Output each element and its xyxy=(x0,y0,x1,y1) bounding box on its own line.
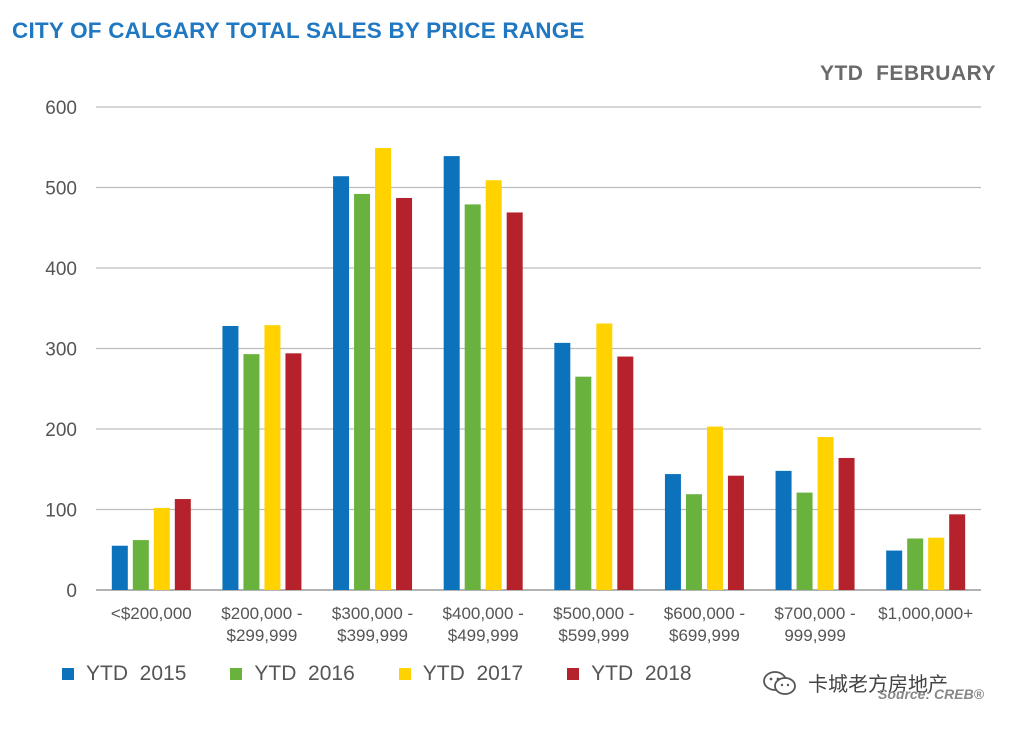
bar-1-series-1 xyxy=(111,545,128,590)
watermark: 卡城老方房地产 xyxy=(762,668,948,697)
bar-5-series-2 xyxy=(575,376,592,590)
chart-title: CITY OF CALGARY TOTAL SALES BY PRICE RAN… xyxy=(12,18,585,43)
bar-8-series-2 xyxy=(907,538,924,590)
x-tick-label: $200,000 - xyxy=(221,604,302,623)
x-tick-label: $399,999 xyxy=(337,626,408,645)
bar-layer xyxy=(111,148,966,591)
y-tick-label: 400 xyxy=(45,259,77,280)
legend-label: YTD 2018 xyxy=(591,662,692,685)
y-tick-label: 500 xyxy=(45,179,77,200)
x-tick-label: $400,000 - xyxy=(443,604,524,623)
bar-3-series-2 xyxy=(354,193,371,590)
legend-swatch xyxy=(230,668,243,680)
bar-4-series-2 xyxy=(464,204,481,590)
bar-4-series-1 xyxy=(443,156,460,591)
x-tick-label: $299,999 xyxy=(226,626,297,645)
source-note: Source: CREB® xyxy=(878,686,984,702)
legend-item-2: YTD 2016 xyxy=(230,662,355,686)
legend-item-4: YTD 2018 xyxy=(567,662,692,686)
y-tick-label: 0 xyxy=(66,581,77,602)
watermark-text: 卡城老方房地产 xyxy=(808,674,948,696)
bar-3-series-1 xyxy=(333,176,350,591)
x-tick-label: $1,000,000+ xyxy=(878,604,973,623)
bar-6-series-2 xyxy=(685,494,702,590)
bar-8-series-4 xyxy=(949,514,966,590)
x-tick-label: $700,000 - xyxy=(774,604,855,623)
y-tick-label: 100 xyxy=(45,501,77,522)
bar-3-series-3 xyxy=(375,148,392,590)
bar-2-series-1 xyxy=(222,325,239,590)
bar-7-series-1 xyxy=(775,470,792,590)
x-tick-label: $500,000 - xyxy=(553,604,634,623)
bar-7-series-2 xyxy=(796,492,813,590)
legend: YTD 2015 YTD 2016 YTD 2017 YTD 2018 xyxy=(62,662,736,686)
bar-5-series-3 xyxy=(596,323,613,590)
x-tick-label: $499,999 xyxy=(448,626,519,645)
bar-1-series-4 xyxy=(174,499,191,590)
y-tick-label: 200 xyxy=(45,420,77,441)
bar-2-series-4 xyxy=(285,353,302,590)
legend-swatch xyxy=(62,668,74,680)
bar-1-series-3 xyxy=(153,507,170,590)
bar-5-series-1 xyxy=(554,342,571,590)
bar-3-series-4 xyxy=(396,197,413,590)
wechat-icon xyxy=(763,670,796,695)
bar-2-series-3 xyxy=(264,325,281,590)
bar-4-series-3 xyxy=(485,180,502,590)
bar-1-series-2 xyxy=(132,540,149,590)
x-tick-label: 999,999 xyxy=(784,626,845,645)
legend-label: YTD 2016 xyxy=(254,662,355,685)
bar-6-series-3 xyxy=(706,426,723,590)
y-tick-label: 300 xyxy=(45,340,77,361)
bar-4-series-4 xyxy=(506,212,523,590)
y-tick-label: 600 xyxy=(45,98,77,119)
x-tick-label: $600,000 - xyxy=(664,604,745,623)
x-tick-label: $599,999 xyxy=(558,626,629,645)
label-layer: 0 100 200 300 400 500 600 <$200,000 $200,000 - $2… xyxy=(45,98,973,645)
bar-6-series-1 xyxy=(664,474,681,590)
x-tick-label: $699,999 xyxy=(669,626,740,645)
bar-5-series-4 xyxy=(617,356,634,590)
legend-label: YTD 2017 xyxy=(422,662,524,685)
legend-swatch xyxy=(398,668,411,680)
bar-7-series-4 xyxy=(838,457,855,590)
legend-item-3: YTD 2017 xyxy=(398,662,524,686)
x-tick-label: $300,000 - xyxy=(332,604,413,623)
legend-label: YTD 2015 xyxy=(86,662,187,685)
chart-subtitle: YTD FEBRUARY xyxy=(819,62,996,85)
legend-swatch xyxy=(567,668,580,680)
bar-7-series-3 xyxy=(817,437,834,590)
bar-8-series-1 xyxy=(886,550,903,590)
x-tick-label: <$200,000 xyxy=(111,604,192,623)
bar-6-series-4 xyxy=(727,475,744,590)
bar-2-series-2 xyxy=(243,354,260,590)
legend-item-1: YTD 2015 xyxy=(62,662,186,686)
bar-8-series-3 xyxy=(928,537,945,590)
